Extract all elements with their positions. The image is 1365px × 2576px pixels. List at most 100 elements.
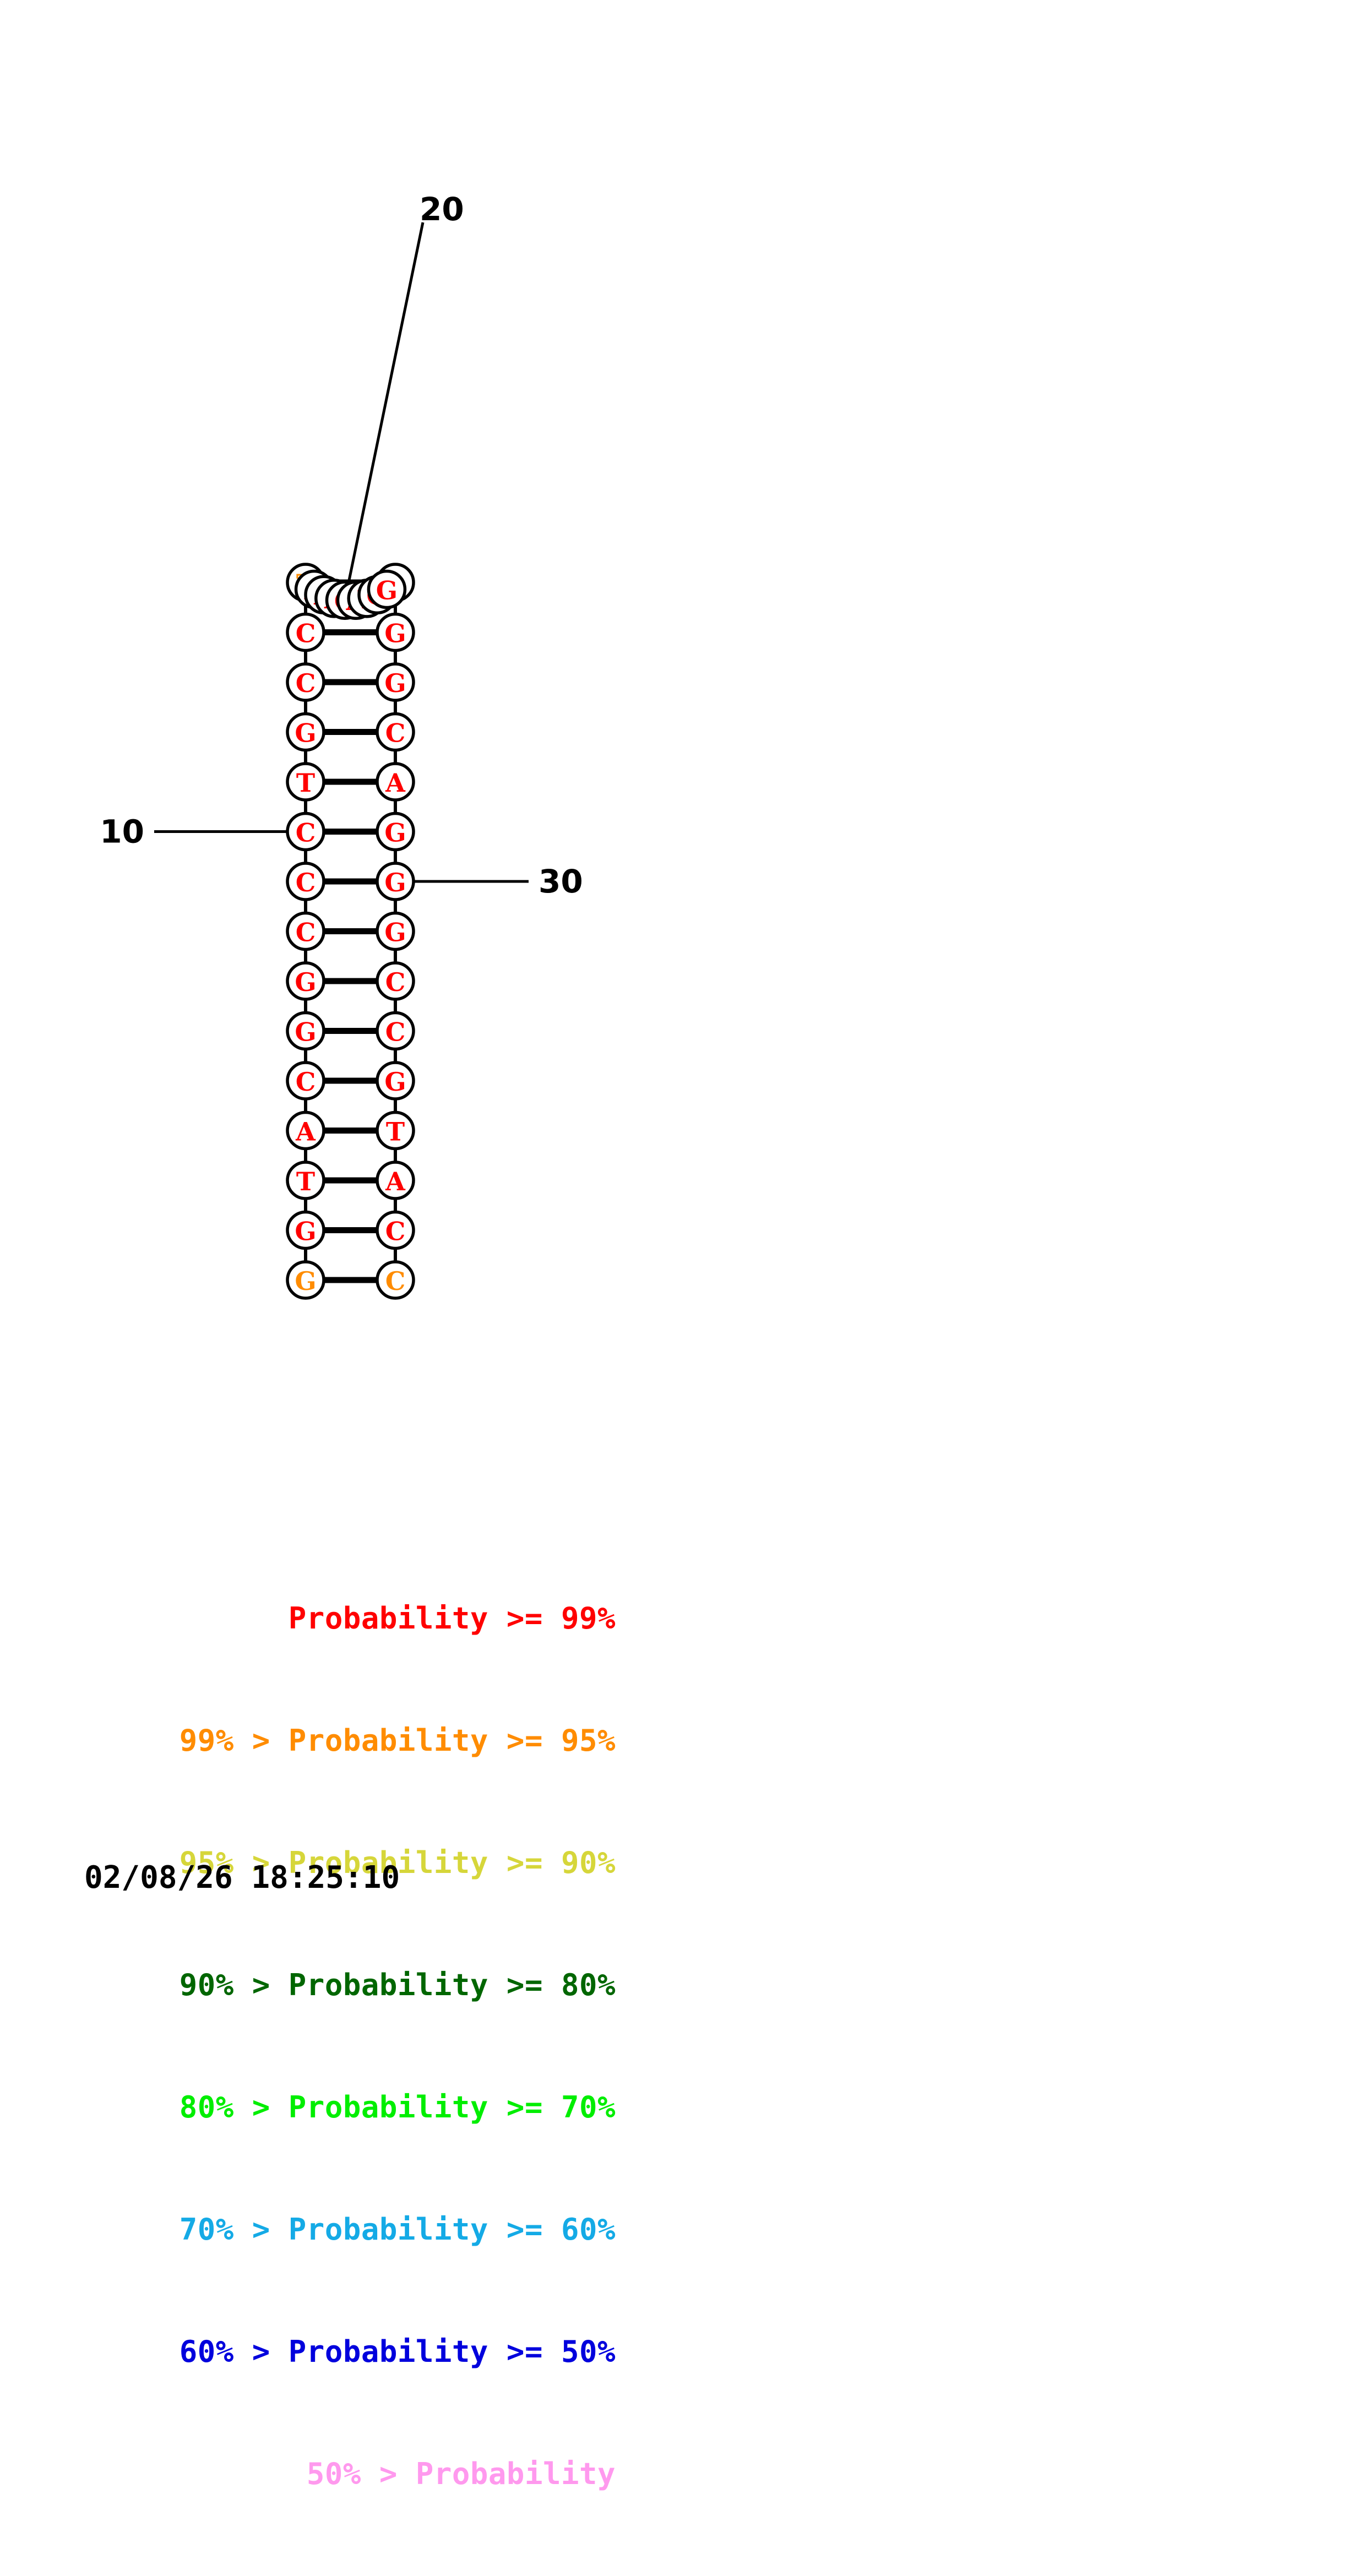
nucleotide-base-letter: A xyxy=(295,1117,316,1147)
nucleotide-base-letter: G xyxy=(384,668,406,698)
nucleotide-left-strand[interactable]: T xyxy=(286,762,325,802)
nucleotide-circle xyxy=(376,662,415,702)
nucleotide-right-strand[interactable]: A xyxy=(376,1161,415,1200)
position-number-layer: 10 30 20 xyxy=(100,190,583,900)
nucleotide-circle xyxy=(286,762,325,802)
nucleotide-left-strand[interactable]: C xyxy=(286,662,325,702)
nucleotide-circle xyxy=(286,1011,325,1051)
nucleotide-base-letter: G xyxy=(384,619,406,649)
nucleotide-base-letter: C xyxy=(296,668,316,698)
nucleotide-base-letter: G xyxy=(295,718,316,748)
leader-line-20 xyxy=(347,222,425,583)
nucleotide-left-strand[interactable]: G xyxy=(286,1260,325,1300)
nucleotide-circle xyxy=(376,612,415,652)
nucleotide-circle xyxy=(286,911,325,951)
nucleotide-base-letter: T xyxy=(296,1167,315,1196)
nucleotide-base-letter: A xyxy=(385,768,406,798)
nucleotide-right-strand[interactable]: G xyxy=(376,662,415,702)
nucleotide-base-letter: C xyxy=(385,967,406,997)
nucleotide-base-letter: C xyxy=(296,619,316,649)
legend-row-label: 60% > Probability >= 50% xyxy=(179,2334,616,2369)
nucleotide-circle xyxy=(286,662,325,702)
nucleotide-base-letter: A xyxy=(385,1167,406,1196)
nucleotide-circle xyxy=(286,1061,325,1101)
nucleotide-left-strand[interactable]: G xyxy=(286,961,325,1001)
nucleotide-circle xyxy=(376,1061,415,1101)
nucleotide-right-strand[interactable]: G xyxy=(376,812,415,852)
nucleotide-base-letter: G xyxy=(384,1067,406,1097)
nucleotide-right-strand[interactable]: G xyxy=(376,911,415,951)
nucleotide-right-strand[interactable]: C xyxy=(376,1260,415,1300)
nucleotide-circle xyxy=(376,1011,415,1051)
nucleotide-left-strand[interactable]: C xyxy=(286,862,325,901)
nucleotide-left-strand[interactable]: G xyxy=(286,1011,325,1051)
structure-plot-canvas: TCCGTCCCGGCATGGAGGCAGGGCCGTACCAAAGATGG 1… xyxy=(84,190,615,2491)
legend-row: 95% > Probability >= 90% xyxy=(84,1843,616,1883)
legend-row: 90% > Probability >= 80% xyxy=(84,1965,616,2006)
legend-row-label: Probability >= 99% xyxy=(288,1601,616,1636)
nucleotide-base-letter: C xyxy=(296,1067,316,1097)
nucleotide-right-strand[interactable]: C xyxy=(376,712,415,752)
secondary-structure-svg: TCCGTCCCGGCATGGAGGCAGGGCCGTACCAAAGATGG 1… xyxy=(100,190,583,1300)
nucleotide-base-letter: G xyxy=(295,1017,316,1047)
nucleotide-circle xyxy=(376,961,415,1001)
nucleotide-base-letter: C xyxy=(385,1266,406,1296)
nucleotide-right-strand[interactable]: C xyxy=(376,1210,415,1250)
nucleotide-left-strand[interactable]: C xyxy=(286,612,325,652)
nucleotide-right-strand[interactable]: A xyxy=(376,762,415,802)
nucleotide-left-strand[interactable]: T xyxy=(286,1161,325,1200)
nucleotide-right-strand[interactable]: C xyxy=(376,1011,415,1051)
legend-row-label: 99% > Probability >= 95% xyxy=(179,1723,616,1758)
nucleotide-circle xyxy=(376,1210,415,1250)
position-label-30: 30 xyxy=(539,863,583,900)
probability-legend: Probability >= 99% 99% > Probability >= … xyxy=(84,1517,616,2576)
nucleotide-base-letter: G xyxy=(384,818,406,848)
nucleotide-right-strand[interactable]: G xyxy=(376,862,415,901)
legend-row-label: 90% > Probability >= 80% xyxy=(179,1968,616,2002)
nucleotide-base-letter: C xyxy=(385,718,406,748)
nucleotide-circle xyxy=(376,862,415,901)
legend-row: Probability >= 99% xyxy=(84,1598,616,1639)
timestamp-label: 02/08/26 18:25:10 xyxy=(84,1860,400,1896)
nucleotide-left-strand[interactable]: G xyxy=(286,712,325,752)
nucleotide-circle xyxy=(376,1110,415,1151)
nucleotide-right-strand[interactable]: G xyxy=(376,1061,415,1101)
legend-row: 99% > Probability >= 95% xyxy=(84,1720,616,1761)
nucleotide-right-strand[interactable]: G xyxy=(376,612,415,652)
position-leader-line-layer xyxy=(154,222,529,883)
nucleotide-circle xyxy=(286,862,325,901)
nucleotide-circle xyxy=(286,1161,325,1200)
nucleotide-left-strand[interactable]: G xyxy=(286,1210,325,1250)
nucleotide-loop[interactable]: G xyxy=(367,569,407,609)
legend-row-label: 70% > Probability >= 60% xyxy=(179,2212,616,2247)
nucleotide-circle xyxy=(286,1110,325,1151)
nucleotide-circle xyxy=(286,712,325,752)
nucleotide-base-letter: G xyxy=(384,868,406,897)
nucleotide-circle xyxy=(376,812,415,852)
legend-row-label: 95% > Probability >= 90% xyxy=(179,1845,616,1880)
position-label-10: 10 xyxy=(100,813,144,851)
legend-row: 60% > Probability >= 50% xyxy=(84,2332,616,2372)
nucleotide-left-strand[interactable]: C xyxy=(286,911,325,951)
nucleotide-left-strand[interactable]: C xyxy=(286,812,325,852)
nucleotide-circle xyxy=(286,1260,325,1300)
nucleotide-circle xyxy=(286,612,325,652)
nucleotide-right-strand[interactable]: T xyxy=(376,1110,415,1151)
nucleotide-base-letter: G xyxy=(295,1217,316,1246)
nucleotide-circle xyxy=(376,911,415,951)
nucleotide-base-letter: G xyxy=(376,576,398,606)
nucleotide-base-letter: C xyxy=(385,1217,406,1246)
nucleotide-right-strand[interactable]: C xyxy=(376,961,415,1001)
base-pair-bond-layer xyxy=(324,579,377,1283)
nucleotide-circle xyxy=(286,812,325,852)
legend-row: 70% > Probability >= 60% xyxy=(84,2209,616,2250)
nucleotide-circle xyxy=(286,961,325,1001)
nucleotide-base-letter: T xyxy=(386,1117,405,1147)
nucleotide-base-letter: C xyxy=(296,868,316,897)
nucleotide-left-strand[interactable]: A xyxy=(286,1110,325,1151)
nucleotide-base-letter: C xyxy=(296,818,316,848)
nucleotide-circle xyxy=(286,1210,325,1250)
legend-row-label: 50% > Probability xyxy=(306,2457,616,2491)
nucleotide-base-letter: C xyxy=(296,918,316,947)
nucleotide-left-strand[interactable]: C xyxy=(286,1061,325,1101)
